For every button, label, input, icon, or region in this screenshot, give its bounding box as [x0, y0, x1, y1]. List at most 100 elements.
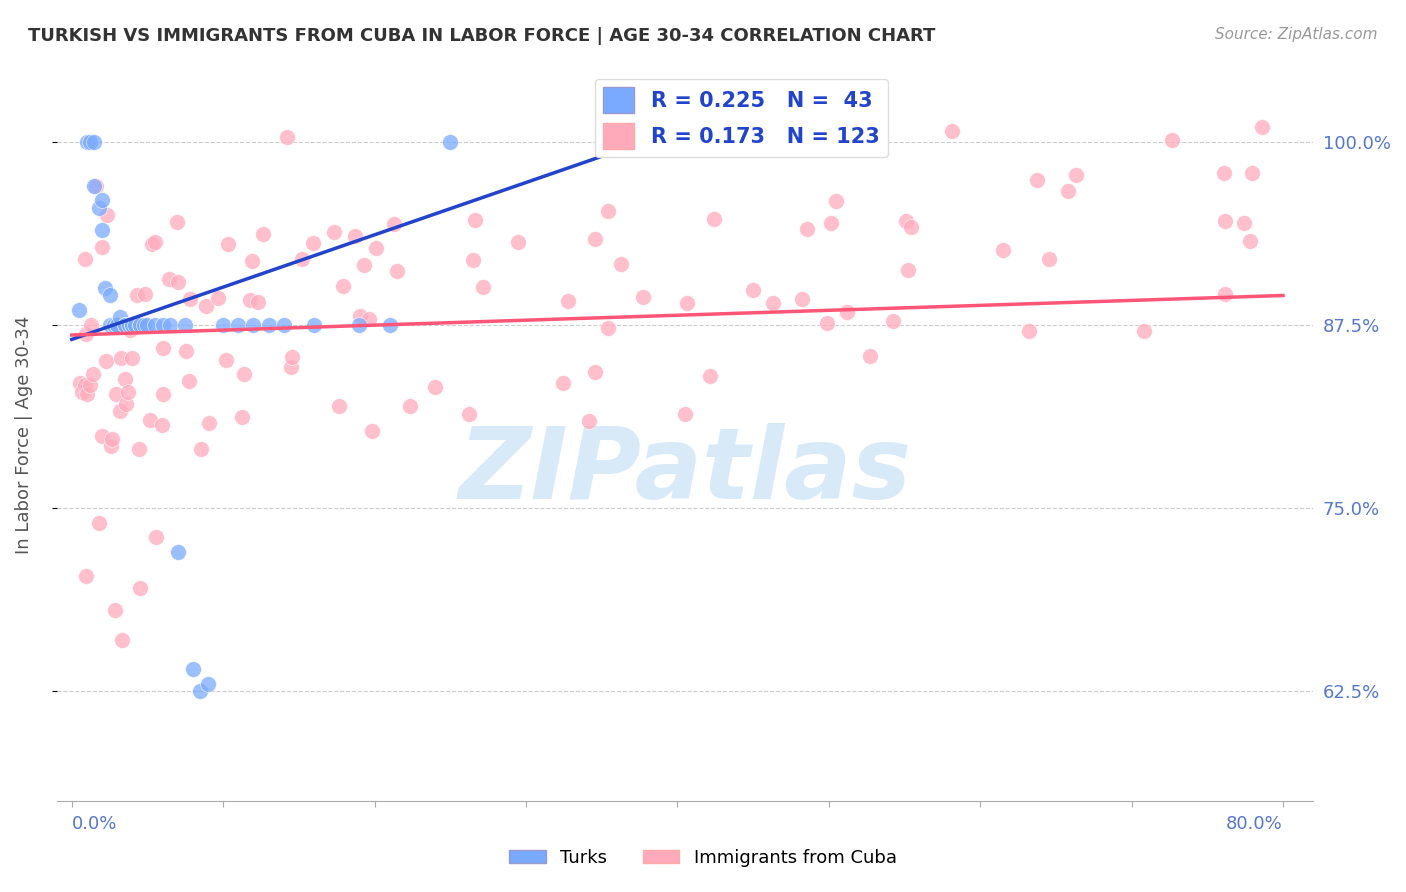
- Point: [837, 304, 859, 318]
- Point: [104, 603, 127, 617]
- Point: [215, 353, 238, 368]
- Point: [624, 120, 647, 134]
- Point: [591, 135, 613, 149]
- Point: [152, 341, 174, 355]
- Point: [84, 178, 107, 193]
- Point: [120, 323, 142, 337]
- Point: [83, 178, 105, 193]
- Point: [121, 318, 143, 332]
- Point: [506, 235, 529, 249]
- Point: [91, 194, 114, 208]
- Point: [859, 350, 882, 364]
- Point: [461, 253, 484, 268]
- Point: [121, 351, 143, 365]
- Point: [900, 219, 922, 234]
- Point: [332, 278, 354, 293]
- Point: [190, 683, 212, 698]
- Point: [349, 309, 371, 323]
- Point: [941, 124, 963, 138]
- Point: [111, 632, 134, 647]
- Point: [328, 399, 350, 413]
- Point: [114, 372, 136, 386]
- Point: [152, 386, 174, 401]
- Point: [610, 257, 633, 271]
- Point: [246, 294, 269, 309]
- Point: [83, 135, 105, 149]
- Point: [464, 213, 486, 227]
- Point: [94, 354, 117, 368]
- Point: [143, 318, 166, 332]
- Point: [75, 568, 97, 582]
- Point: [166, 545, 188, 559]
- Point: [128, 442, 150, 456]
- Point: [1212, 166, 1234, 180]
- Point: [108, 404, 131, 418]
- Point: [141, 236, 163, 251]
- Point: [79, 377, 101, 392]
- Point: [75, 326, 97, 341]
- Point: [353, 258, 375, 272]
- Point: [114, 318, 136, 332]
- Point: [150, 417, 173, 432]
- Point: [100, 439, 122, 453]
- Point: [91, 429, 114, 443]
- Point: [699, 368, 721, 383]
- Point: [174, 318, 197, 332]
- Point: [105, 386, 128, 401]
- Point: [578, 414, 600, 428]
- Point: [553, 376, 575, 390]
- Point: [1161, 133, 1184, 147]
- Point: [80, 318, 103, 332]
- Point: [1038, 252, 1060, 267]
- Point: [136, 318, 159, 332]
- Point: [94, 281, 117, 295]
- Point: [96, 208, 118, 222]
- Point: [128, 318, 150, 332]
- Point: [128, 318, 150, 332]
- Point: [114, 318, 136, 332]
- Point: [207, 291, 229, 305]
- Point: [423, 380, 446, 394]
- Point: [361, 424, 384, 438]
- Point: [398, 399, 420, 413]
- Point: [87, 201, 110, 215]
- Point: [79, 135, 101, 149]
- Point: [257, 318, 280, 332]
- Point: [67, 303, 90, 318]
- Point: [134, 286, 156, 301]
- Point: [378, 318, 401, 332]
- Point: [439, 135, 461, 149]
- Point: [75, 378, 97, 392]
- Point: [177, 374, 200, 388]
- Point: [1233, 216, 1256, 230]
- Point: [631, 290, 654, 304]
- Point: [125, 288, 148, 302]
- Point: [273, 318, 295, 332]
- Point: [129, 582, 152, 596]
- Text: ZIPatlas: ZIPatlas: [458, 423, 911, 520]
- Point: [472, 280, 495, 294]
- Point: [796, 221, 818, 235]
- Point: [344, 229, 367, 244]
- Point: [98, 288, 121, 302]
- Point: [761, 295, 783, 310]
- Point: [357, 311, 380, 326]
- Point: [76, 135, 98, 149]
- Point: [179, 292, 201, 306]
- Point: [1025, 172, 1047, 186]
- Point: [820, 216, 842, 230]
- Point: [82, 368, 104, 382]
- Point: [302, 318, 325, 332]
- Y-axis label: In Labor Force | Age 30-34: In Labor Force | Age 30-34: [15, 316, 32, 554]
- Point: [1250, 120, 1272, 134]
- Text: Source: ZipAtlas.com: Source: ZipAtlas.com: [1215, 27, 1378, 42]
- Text: 80.0%: 80.0%: [1226, 815, 1284, 833]
- Point: [190, 442, 212, 456]
- Point: [226, 318, 249, 332]
- Point: [703, 212, 725, 227]
- Point: [197, 676, 219, 690]
- Point: [124, 318, 146, 332]
- Point: [382, 217, 405, 231]
- Point: [143, 235, 166, 249]
- Point: [152, 318, 174, 332]
